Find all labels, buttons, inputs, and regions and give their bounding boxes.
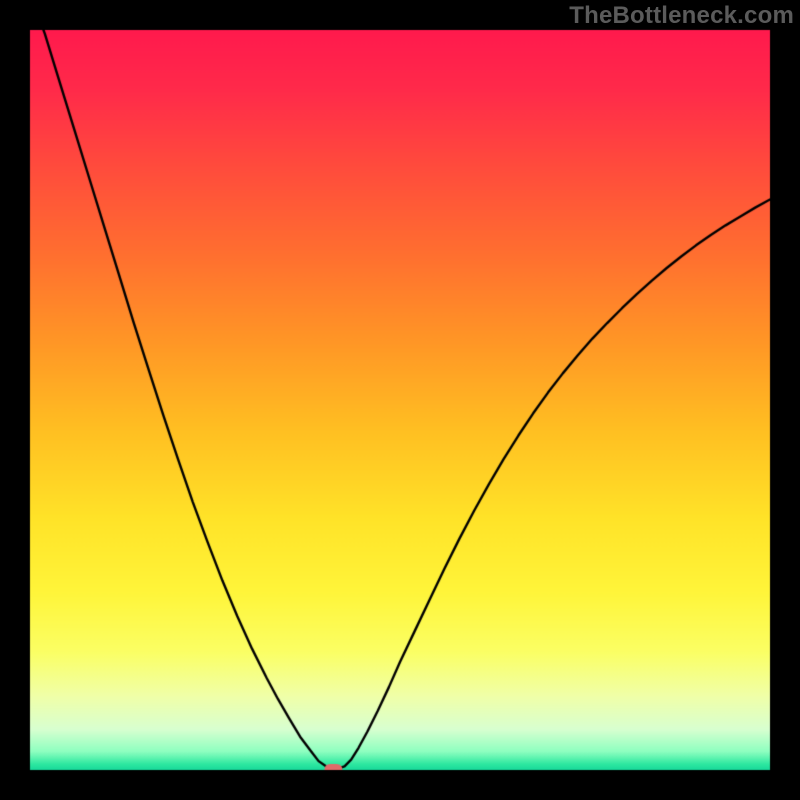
chart-container: TheBottleneck.com — [0, 0, 800, 800]
watermark-text: TheBottleneck.com — [569, 2, 794, 30]
bottleneck-curve-plot — [0, 0, 800, 800]
